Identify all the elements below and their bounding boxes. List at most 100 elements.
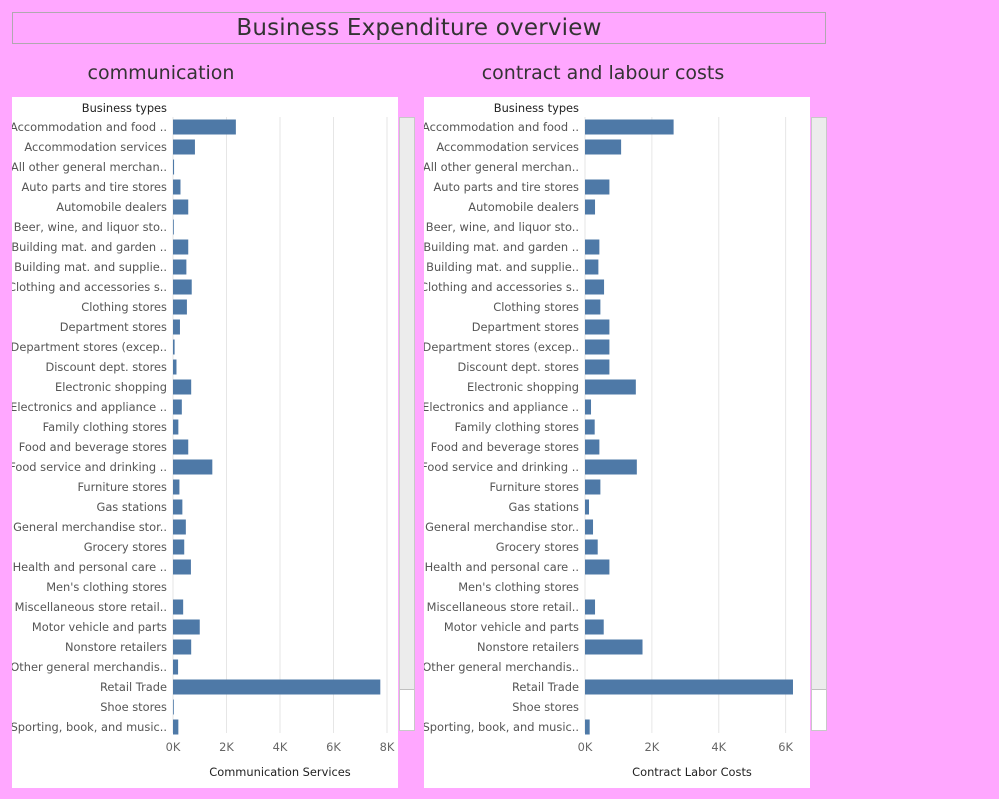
bar[interactable] [173, 339, 175, 355]
bar[interactable] [585, 519, 594, 535]
bar[interactable] [173, 159, 175, 175]
bar[interactable] [585, 559, 610, 575]
contract-labour-chart-panel: Business types Accommodation and food .. A… [424, 97, 810, 788]
bar[interactable] [173, 359, 177, 375]
right-scrollbar[interactable] [811, 117, 827, 731]
bar[interactable] [173, 199, 189, 215]
bar[interactable] [585, 319, 610, 335]
bar[interactable] [173, 599, 184, 615]
category-label: Gas stations [509, 500, 580, 514]
category-label: Accommodation and food .. [12, 120, 167, 134]
category-label: Auto parts and tire stores [22, 180, 168, 194]
x-tick-label: 4K [711, 740, 726, 754]
bar[interactable] [173, 399, 182, 415]
category-label: Food service and drinking .. [12, 460, 167, 474]
bar[interactable] [585, 339, 610, 355]
bar[interactable] [585, 299, 601, 315]
bar[interactable] [585, 359, 610, 375]
bar[interactable] [585, 379, 636, 395]
category-label: Men's clothing stores [46, 580, 167, 594]
right-scrollbar-thumb[interactable] [812, 118, 826, 690]
bar[interactable] [585, 259, 599, 275]
category-label: Clothing and accessories s.. [424, 280, 579, 294]
category-label: All other general merchan.. [424, 160, 579, 174]
bar[interactable] [585, 639, 643, 655]
category-label: All other general merchan.. [12, 160, 167, 174]
category-label: Nonstore retailers [65, 640, 167, 654]
category-label: Department stores [60, 320, 167, 334]
bar[interactable] [585, 719, 590, 735]
bar[interactable] [585, 279, 605, 295]
bar[interactable] [173, 559, 191, 575]
bar[interactable] [173, 499, 183, 515]
bar[interactable] [585, 399, 592, 415]
bar[interactable] [585, 679, 793, 695]
category-label: Motor vehicle and parts [32, 620, 167, 634]
bar[interactable] [173, 279, 192, 295]
category-label: Motor vehicle and parts [444, 620, 579, 634]
category-label: Electronics and appliance .. [424, 400, 579, 414]
bar[interactable] [173, 679, 381, 695]
bar[interactable] [173, 699, 174, 715]
bar[interactable] [585, 539, 598, 555]
category-label: Accommodation services [24, 140, 167, 154]
bar[interactable] [585, 439, 600, 455]
bar[interactable] [585, 199, 596, 215]
bar[interactable] [173, 639, 192, 655]
bar[interactable] [585, 139, 622, 155]
x-axis-title: Contract Labor Costs [632, 765, 752, 779]
bar[interactable] [173, 619, 200, 635]
row-header: Business types [82, 101, 167, 115]
category-label: Grocery stores [84, 540, 167, 554]
bar[interactable] [173, 219, 174, 235]
bar[interactable] [173, 239, 189, 255]
bar[interactable] [173, 519, 186, 535]
x-tick-label: 2K [219, 740, 234, 754]
bar[interactable] [173, 139, 195, 155]
category-label: Beer, wine, and liquor sto.. [14, 220, 167, 234]
category-label: Beer, wine, and liquor sto.. [426, 220, 579, 234]
bar[interactable] [173, 479, 180, 495]
bar[interactable] [173, 419, 179, 435]
category-label: Discount dept. stores [457, 360, 579, 374]
bar[interactable] [585, 459, 637, 475]
bar[interactable] [173, 379, 192, 395]
bar[interactable] [585, 479, 601, 495]
bar[interactable] [585, 239, 600, 255]
bar[interactable] [173, 539, 185, 555]
bar[interactable] [585, 179, 610, 195]
category-label: Food and beverage stores [19, 440, 167, 454]
bar[interactable] [585, 619, 604, 635]
bar[interactable] [173, 119, 236, 135]
contract-labour-chart: Business types Accommodation and food .. A… [424, 101, 794, 779]
bar[interactable] [585, 419, 595, 435]
left-scrollbar[interactable] [399, 117, 415, 731]
category-label: Electronic shopping [467, 380, 579, 394]
category-label: Clothing and accessories s.. [12, 280, 167, 294]
category-label: Sporting, book, and music.. [424, 720, 579, 734]
bar[interactable] [585, 499, 590, 515]
category-label: Other general merchandis.. [12, 660, 167, 674]
category-label: Department stores [472, 320, 579, 334]
communication-chart: Business types Accommodation and food .. A… [12, 101, 395, 779]
category-label: Building mat. and garden .. [12, 240, 167, 254]
bar[interactable] [173, 659, 179, 675]
category-label: Building mat. and supplie.. [14, 260, 167, 274]
category-label: Discount dept. stores [45, 360, 167, 374]
bar[interactable] [585, 119, 674, 135]
bar[interactable] [173, 719, 179, 735]
category-label: Retail Trade [512, 680, 579, 694]
category-label: Clothing stores [81, 300, 167, 314]
bar[interactable] [173, 259, 187, 275]
category-label: Department stores (excep.. [424, 340, 579, 354]
bar[interactable] [585, 599, 596, 615]
bar[interactable] [173, 459, 213, 475]
bar[interactable] [173, 439, 189, 455]
bar[interactable] [173, 299, 187, 315]
bar[interactable] [173, 319, 180, 335]
bar[interactable] [173, 179, 181, 195]
x-tick-label: 2K [645, 740, 660, 754]
category-label: Department stores (excep.. [12, 340, 167, 354]
left-scrollbar-thumb[interactable] [400, 118, 414, 690]
category-label: General merchandise stor.. [13, 520, 167, 534]
